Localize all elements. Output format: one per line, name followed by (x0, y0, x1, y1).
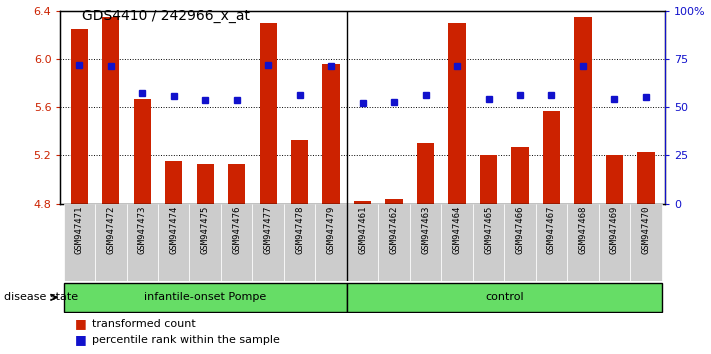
Text: transformed count: transformed count (92, 319, 196, 329)
Bar (449, 23, 466, 204)
Bar (196, 164, 214, 204)
Bar (158, 204, 190, 281)
Bar (63, 283, 347, 312)
Bar (473, 204, 504, 281)
Text: GSM947476: GSM947476 (232, 206, 241, 254)
Text: GSM947478: GSM947478 (295, 206, 304, 254)
Text: GSM947465: GSM947465 (484, 206, 493, 254)
Text: GSM947472: GSM947472 (107, 206, 115, 254)
Text: infantile-onset Pompe: infantile-onset Pompe (144, 292, 267, 302)
Text: disease state: disease state (4, 292, 77, 302)
Bar (599, 204, 630, 281)
Text: GSM947469: GSM947469 (610, 206, 619, 254)
Bar (252, 204, 284, 281)
Text: GSM947470: GSM947470 (641, 206, 651, 254)
Bar (535, 204, 567, 281)
Bar (165, 161, 183, 204)
Bar (127, 204, 158, 281)
Text: percentile rank within the sample: percentile rank within the sample (92, 335, 280, 345)
Bar (134, 99, 151, 204)
Bar (70, 29, 88, 204)
Bar (354, 201, 371, 204)
Text: GSM947475: GSM947475 (201, 206, 210, 254)
Bar (511, 147, 529, 204)
Text: GSM947467: GSM947467 (547, 206, 556, 254)
Bar (102, 17, 119, 204)
Bar (378, 204, 410, 281)
Bar (284, 204, 316, 281)
Bar (323, 64, 340, 204)
Bar (442, 204, 473, 281)
Text: ■: ■ (75, 318, 87, 330)
Bar (260, 23, 277, 204)
Text: GSM947473: GSM947473 (138, 206, 146, 254)
Bar (542, 111, 560, 204)
Bar (347, 283, 662, 312)
Text: ■: ■ (75, 333, 87, 346)
Bar (567, 204, 599, 281)
Bar (347, 204, 378, 281)
Text: GDS4410 / 242966_x_at: GDS4410 / 242966_x_at (82, 9, 250, 23)
Bar (574, 17, 592, 204)
Text: GSM947474: GSM947474 (169, 206, 178, 254)
Text: control: control (485, 292, 523, 302)
Text: GSM947468: GSM947468 (579, 206, 587, 254)
Bar (291, 139, 309, 204)
Bar (606, 155, 623, 204)
Bar (630, 204, 662, 281)
Text: GSM947477: GSM947477 (264, 206, 273, 254)
Text: GSM947479: GSM947479 (326, 206, 336, 254)
Bar (63, 204, 95, 281)
Bar (637, 152, 655, 204)
Text: GSM947464: GSM947464 (452, 206, 461, 254)
Bar (385, 199, 402, 204)
Text: GSM947466: GSM947466 (515, 206, 525, 254)
Bar (480, 155, 497, 204)
Bar (410, 204, 442, 281)
Bar (417, 143, 434, 204)
Text: GSM947461: GSM947461 (358, 206, 367, 254)
Bar (221, 204, 252, 281)
Text: GSM947463: GSM947463 (421, 206, 430, 254)
Bar (504, 204, 535, 281)
Bar (316, 204, 347, 281)
Bar (95, 204, 127, 281)
Text: GSM947471: GSM947471 (75, 206, 84, 254)
Bar (190, 204, 221, 281)
Text: GSM947462: GSM947462 (390, 206, 399, 254)
Bar (228, 164, 245, 204)
